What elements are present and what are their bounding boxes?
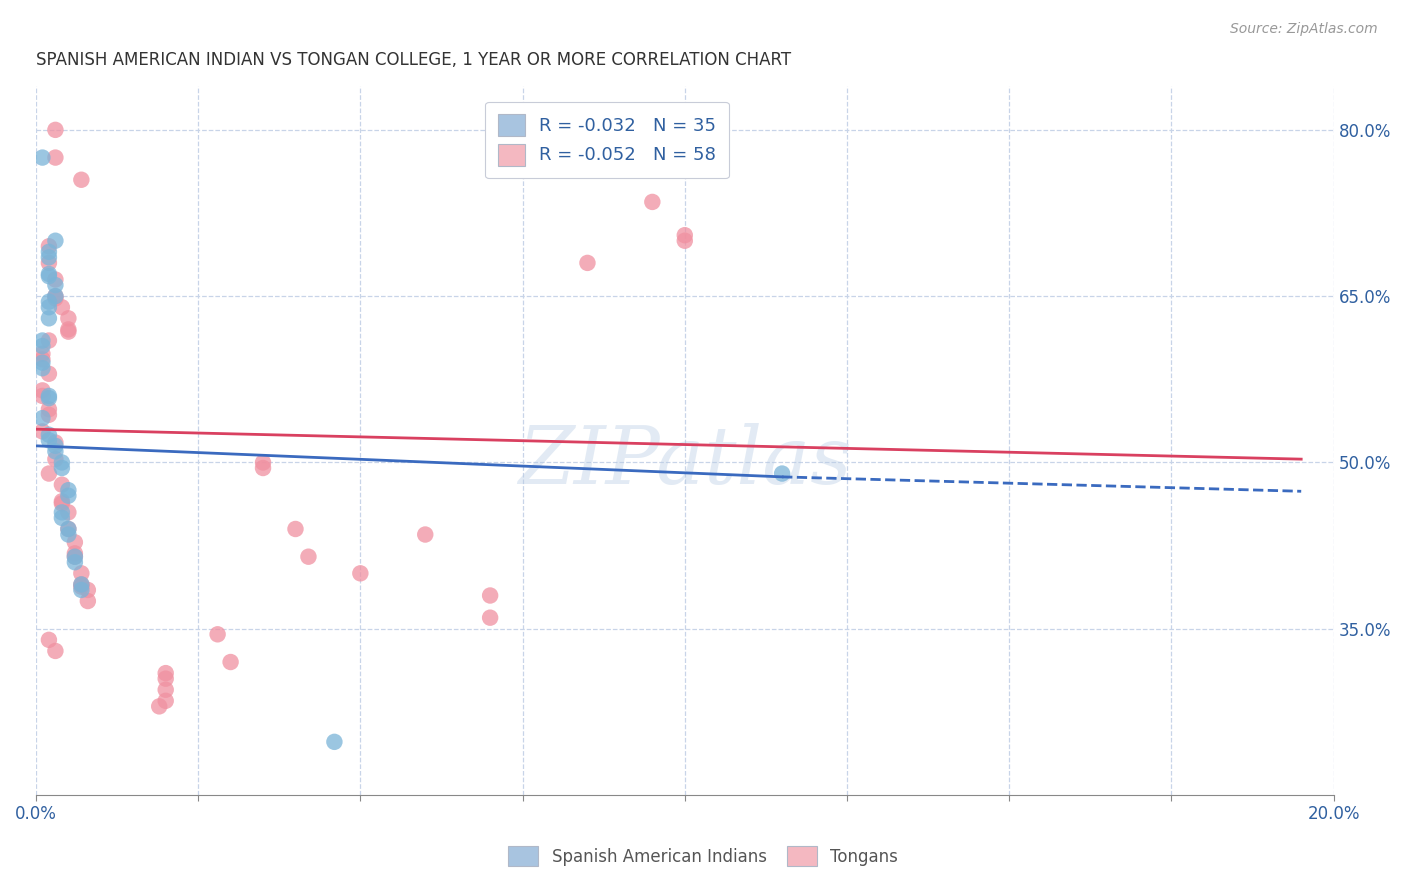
Point <box>51 494 73 508</box>
Point <box>252 461 274 475</box>
Point <box>38 427 60 442</box>
Point <box>155 666 177 681</box>
Point <box>51 461 73 475</box>
Point <box>38 334 60 348</box>
Point <box>673 234 696 248</box>
Point <box>70 173 93 187</box>
Point <box>31 334 53 348</box>
Point <box>63 549 86 564</box>
Point <box>44 151 66 165</box>
Point <box>155 682 177 697</box>
Point <box>70 582 93 597</box>
Point <box>38 251 60 265</box>
Point <box>51 496 73 510</box>
Point <box>38 391 60 405</box>
Point <box>323 735 346 749</box>
Point <box>58 527 80 541</box>
Point <box>51 511 73 525</box>
Point <box>479 610 502 624</box>
Point <box>44 272 66 286</box>
Legend: Spanish American Indians, Tongans: Spanish American Indians, Tongans <box>502 839 904 873</box>
Point <box>44 123 66 137</box>
Point <box>155 672 177 686</box>
Point <box>641 194 664 209</box>
Point <box>38 300 60 314</box>
Point <box>44 435 66 450</box>
Legend: R = -0.032   N = 35, R = -0.052   N = 58: R = -0.032 N = 35, R = -0.052 N = 58 <box>485 102 728 178</box>
Point <box>58 311 80 326</box>
Point <box>31 339 53 353</box>
Point <box>31 151 53 165</box>
Point <box>38 367 60 381</box>
Point <box>284 522 307 536</box>
Point <box>44 439 66 453</box>
Point <box>38 467 60 481</box>
Point <box>148 699 170 714</box>
Point <box>31 389 53 403</box>
Point <box>70 577 93 591</box>
Point <box>58 505 80 519</box>
Point <box>31 356 53 370</box>
Point <box>76 594 98 608</box>
Point <box>51 505 73 519</box>
Point <box>413 527 436 541</box>
Point <box>63 535 86 549</box>
Point <box>38 408 60 422</box>
Point <box>70 577 93 591</box>
Point <box>51 300 73 314</box>
Point <box>44 444 66 458</box>
Point <box>219 655 242 669</box>
Text: ZIPatlas: ZIPatlas <box>517 423 852 500</box>
Point <box>31 361 53 376</box>
Point <box>44 278 66 293</box>
Point <box>349 566 371 581</box>
Point <box>38 239 60 253</box>
Point <box>58 483 80 498</box>
Point <box>770 467 793 481</box>
Point <box>63 546 86 560</box>
Point <box>673 228 696 243</box>
Point <box>31 352 53 367</box>
Point <box>31 411 53 425</box>
Point <box>576 256 599 270</box>
Text: Source: ZipAtlas.com: Source: ZipAtlas.com <box>1230 22 1378 37</box>
Point <box>38 294 60 309</box>
Point <box>38 434 60 448</box>
Point <box>58 325 80 339</box>
Point <box>44 644 66 658</box>
Point <box>38 267 60 281</box>
Point <box>58 522 80 536</box>
Point <box>38 402 60 417</box>
Point <box>51 455 73 469</box>
Point <box>63 555 86 569</box>
Text: SPANISH AMERICAN INDIAN VS TONGAN COLLEGE, 1 YEAR OR MORE CORRELATION CHART: SPANISH AMERICAN INDIAN VS TONGAN COLLEG… <box>37 51 792 69</box>
Point <box>44 292 66 306</box>
Point <box>38 632 60 647</box>
Point <box>51 477 73 491</box>
Point <box>70 580 93 594</box>
Point <box>38 256 60 270</box>
Point <box>44 234 66 248</box>
Point <box>207 627 229 641</box>
Point <box>31 425 53 439</box>
Point <box>38 269 60 284</box>
Point <box>38 389 60 403</box>
Point <box>479 589 502 603</box>
Point <box>44 452 66 467</box>
Point <box>70 566 93 581</box>
Point <box>155 694 177 708</box>
Point <box>44 289 66 303</box>
Point <box>44 289 66 303</box>
Point <box>38 244 60 259</box>
Point <box>63 549 86 564</box>
Point <box>31 347 53 361</box>
Point <box>31 384 53 398</box>
Point <box>58 489 80 503</box>
Point <box>58 522 80 536</box>
Point <box>76 582 98 597</box>
Point <box>38 311 60 326</box>
Point <box>252 455 274 469</box>
Point <box>297 549 319 564</box>
Point <box>58 322 80 336</box>
